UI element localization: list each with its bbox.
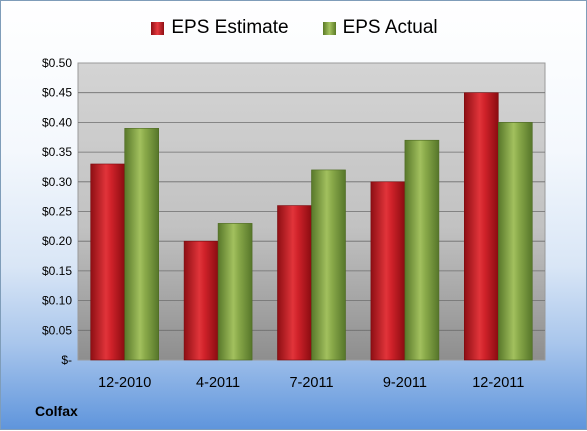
bar-actual: [497, 122, 533, 361]
x-tick-label: 4-2011: [196, 375, 240, 391]
x-tick-label: 12-2011: [472, 375, 524, 391]
y-tick-label: $0.40: [42, 115, 72, 129]
company-name: Colfax: [35, 403, 78, 419]
bar-estimate: [90, 163, 125, 361]
bar-estimate: [183, 240, 219, 361]
y-tick-label: $0.25: [42, 205, 72, 219]
legend-label-estimate: EPS Estimate: [171, 17, 289, 38]
x-tick-label: 12-2010: [98, 375, 151, 391]
y-tick-label: $0.05: [42, 323, 72, 337]
y-tick-label: $0.50: [42, 56, 72, 70]
legend: EPS Estimate EPS Actual: [1, 17, 587, 39]
legend-item-estimate: EPS Estimate: [151, 17, 289, 39]
x-tick-label: 7-2011: [289, 375, 333, 391]
y-axis: $- $0.05 $0.10 $0.15 $0.20 $0.25 $0.30 $0.35 $0.…: [42, 56, 72, 367]
bar-estimate: [370, 181, 406, 361]
legend-swatch-estimate: [151, 21, 165, 35]
legend-label-actual: EPS Actual: [342, 17, 438, 38]
y-tick-label: $0.10: [42, 294, 72, 308]
bar-actual: [404, 139, 440, 361]
bars: [90, 92, 533, 361]
bar-actual: [124, 128, 159, 361]
y-tick-label: $0.35: [42, 145, 72, 159]
y-tick-label: $0.20: [42, 234, 72, 248]
legend-item-actual: EPS Actual: [322, 17, 438, 39]
bar-actual: [311, 169, 346, 361]
bar-actual: [217, 223, 253, 361]
y-tick-label: $-: [61, 353, 72, 367]
bar-estimate: [463, 92, 499, 361]
legend-swatch-actual: [322, 21, 336, 35]
x-axis: 12-2010 4-2011 7-2011 9-2011 12-2011: [98, 375, 524, 391]
y-tick-label: $0.45: [42, 86, 72, 100]
x-tick-label: 9-2011: [383, 375, 427, 391]
y-tick-label: $0.15: [42, 264, 72, 278]
bar-estimate: [277, 205, 312, 361]
y-tick-label: $0.30: [42, 175, 72, 189]
